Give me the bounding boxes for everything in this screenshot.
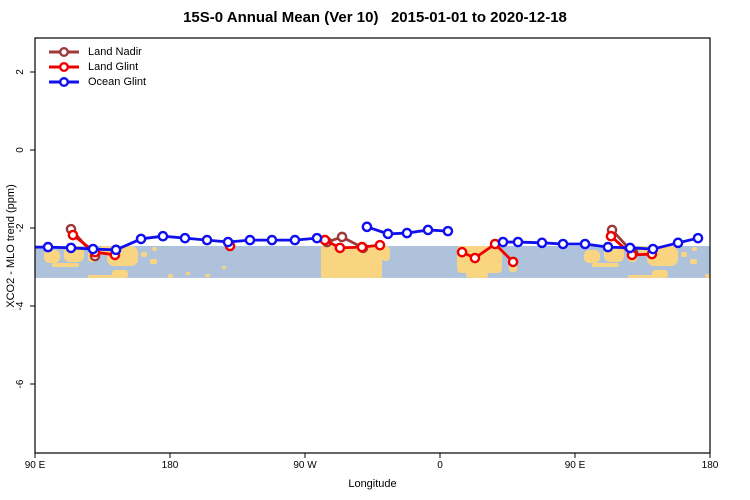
- y-axis-title: XCO2 - MLO trend (ppm): [5, 184, 17, 308]
- data-point: [65, 242, 77, 254]
- legend-symbol-land-nadir-icon: [49, 46, 79, 57]
- data-point: [422, 224, 434, 236]
- legend-item-land-nadir: Land Nadir: [48, 44, 146, 59]
- data-point: [289, 234, 301, 246]
- data-point: [374, 239, 386, 251]
- plot-frame: [34, 37, 711, 454]
- land-mass: [690, 259, 697, 264]
- data-point: [605, 230, 617, 242]
- land-mass: [692, 247, 697, 251]
- y-axis: 2 0 -2 -4 -6: [15, 69, 35, 388]
- data-point: [442, 225, 454, 237]
- legend-label: Land Glint: [88, 60, 139, 73]
- data-point: [201, 234, 213, 246]
- series-line: [461, 242, 515, 263]
- data-point: [67, 229, 79, 241]
- x-tick-label: 180: [162, 460, 179, 471]
- data-point: [87, 243, 99, 255]
- data-point: [624, 242, 636, 254]
- land-mass: [592, 263, 619, 267]
- data-point: [311, 232, 323, 244]
- series-ocean-glint: [42, 221, 704, 256]
- data-point: [222, 236, 234, 248]
- data-point: [557, 238, 569, 250]
- series-line: [324, 238, 381, 250]
- data-point: [356, 241, 368, 253]
- legend-symbol-ocean-glint-icon: [49, 76, 79, 87]
- legend-item-land-glint: Land Glint: [48, 59, 146, 74]
- land-mass: [88, 275, 114, 278]
- data-point: [244, 234, 256, 246]
- land-mass: [150, 259, 157, 264]
- x-tick-label: 90 W: [293, 460, 317, 471]
- land-mass: [681, 252, 687, 257]
- x-tick-label: 0: [437, 460, 443, 471]
- legend-label: Land Nadir: [88, 45, 142, 58]
- land-mass: [705, 274, 710, 278]
- data-point: [334, 242, 346, 254]
- data-point: [507, 256, 519, 268]
- data-point: [336, 231, 348, 243]
- data-point: [135, 233, 147, 245]
- data-point: [647, 243, 659, 255]
- land-mass: [205, 274, 210, 277]
- legend-label: Ocean Glint: [88, 75, 147, 88]
- data-point: [179, 232, 191, 244]
- data-point: [579, 238, 591, 250]
- y-tick-label: 2: [15, 69, 26, 75]
- data-point: [692, 232, 704, 244]
- data-point: [469, 252, 481, 264]
- land-mass: [44, 250, 60, 263]
- land-mass: [52, 263, 79, 267]
- land-mass: [652, 270, 668, 278]
- x-axis: 90 E 180 90 W 0 90 E 180: [25, 453, 719, 471]
- data-point: [361, 221, 373, 233]
- series-line: [503, 236, 699, 251]
- data-point: [456, 246, 468, 258]
- legend-item-ocean-glint: Ocean Glint: [48, 74, 146, 89]
- land-mass: [152, 247, 157, 251]
- x-axis-title: Longitude: [348, 478, 397, 490]
- y-tick-label: -2: [15, 223, 26, 232]
- data-point: [672, 237, 684, 249]
- legend-symbol-land-glint-icon: [49, 61, 79, 72]
- data-point: [401, 227, 413, 239]
- legend: Land Nadir Land Glint Ocean Glint: [48, 44, 146, 89]
- y-tick-label: -4: [15, 301, 26, 310]
- x-tick-label: 90 E: [565, 460, 586, 471]
- land-mass: [141, 252, 147, 257]
- land-mass: [584, 250, 600, 263]
- chart-title: 15S-0 Annual Mean (Ver 10) 2015-01-01 to…: [183, 9, 567, 26]
- data-point: [497, 236, 509, 248]
- land-mass: [112, 270, 128, 278]
- data-point: [266, 234, 278, 246]
- land-mass: [381, 246, 390, 261]
- x-tick-label: 90 E: [25, 460, 46, 471]
- land-mass: [628, 275, 654, 278]
- y-tick-label: 0: [15, 147, 26, 153]
- data-point: [536, 237, 548, 249]
- data-point: [42, 241, 54, 253]
- land-mass: [321, 246, 382, 278]
- land-mass: [168, 274, 173, 278]
- data-point: [382, 228, 394, 240]
- data-point: [157, 230, 169, 242]
- land-mass: [186, 272, 190, 275]
- x-tick-label: 180: [702, 460, 719, 471]
- land-mass: [466, 271, 488, 278]
- data-point: [512, 236, 524, 248]
- data-point: [110, 244, 122, 256]
- data-point: [602, 241, 614, 253]
- land-mass: [222, 266, 226, 269]
- y-tick-label: -6: [15, 379, 26, 388]
